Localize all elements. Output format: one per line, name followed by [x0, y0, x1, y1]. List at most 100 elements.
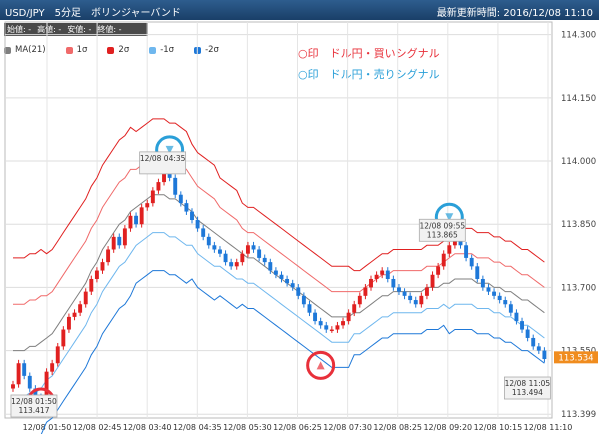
candle-body	[391, 278, 396, 288]
candle-body	[335, 325, 340, 330]
candle-body	[178, 194, 183, 204]
candle-body	[173, 177, 178, 195]
point-tooltip	[10, 394, 58, 418]
candle-body	[150, 190, 155, 204]
ohlc-low: 安値: -	[67, 25, 92, 34]
tooltip-time: 12/08 04:35	[140, 154, 186, 163]
candle-body	[234, 262, 239, 267]
band-minus-1sigma	[13, 232, 545, 398]
buy-signal-circle	[306, 350, 336, 380]
legend-swatch	[4, 46, 11, 54]
x-tick-label: 12/08 03:40	[123, 423, 172, 432]
candle-body	[542, 350, 547, 360]
candle-body	[94, 270, 99, 279]
sell-signal-arrow	[445, 213, 454, 222]
candle-body	[128, 215, 133, 229]
buy-signal-arrow	[316, 361, 325, 370]
ohlc-bar: 始値: - 高値: - 安値: - 終値: -	[4, 23, 148, 36]
candle-body	[55, 346, 60, 364]
candle-body	[531, 337, 536, 347]
candle-body	[89, 278, 94, 292]
candle-body	[514, 312, 519, 322]
candle-body	[162, 173, 166, 183]
updated-time: 最新更新時間: 2016/12/08 11:10	[436, 8, 593, 19]
candle-body	[408, 295, 413, 301]
candle-body	[324, 325, 329, 330]
point-tooltip	[418, 218, 466, 242]
candle-body	[497, 295, 502, 301]
candle-body	[72, 312, 77, 317]
candle-body	[296, 287, 301, 296]
candle-body	[44, 371, 49, 406]
chart-header: USD/JPY 5分足 ボリンジャーバンド 最新更新時間: 2016/12/08…	[0, 0, 599, 20]
candle-body	[508, 304, 513, 313]
candle-body	[212, 245, 217, 250]
tooltip-value: 113.865	[427, 230, 458, 239]
chart-title: USD/JPY 5分足 ボリンジャーバンド	[5, 8, 181, 19]
tooltip-value: 113.417	[18, 406, 49, 415]
candle-body	[257, 249, 262, 258]
band-plus-1sigma	[13, 156, 545, 305]
candle-body	[134, 215, 139, 225]
x-tick-label: 12/08 10:15	[474, 423, 523, 432]
x-tick-label: 12/08 07:30	[323, 423, 372, 432]
candle-body	[374, 274, 379, 279]
legend-item-ma[interactable]: MA(21)	[4, 44, 46, 56]
legend-item-2s[interactable]: 2σ	[107, 44, 129, 56]
candle-body	[156, 182, 161, 191]
candle-body	[117, 236, 122, 246]
tooltip-time: 12/08 09:55	[420, 221, 466, 230]
candle-body	[223, 253, 228, 263]
candle-body	[313, 312, 318, 322]
legend-item-m1s[interactable]: -1σ	[149, 44, 174, 56]
x-tick-label: 12/08 11:10	[524, 423, 573, 432]
candle-body	[268, 262, 273, 271]
candle-body	[100, 262, 105, 271]
y-tick-label: 113.399	[561, 410, 596, 420]
candle-body	[402, 291, 407, 296]
sell-signal-arrow	[165, 145, 174, 154]
candle-body	[22, 363, 27, 376]
candle-body	[503, 300, 508, 305]
candle-body	[525, 329, 530, 338]
y-tick-label: 113.850	[561, 220, 596, 230]
y-tick-label: 114.150	[561, 94, 596, 104]
candle-body	[184, 203, 189, 212]
x-tick-label: 12/08 09:20	[423, 423, 472, 432]
candle-body	[441, 253, 446, 267]
legend-swatch	[65, 46, 73, 54]
candle-body	[61, 329, 66, 347]
candle-body	[424, 287, 429, 296]
candle-body	[447, 245, 452, 254]
legend-item-1s[interactable]: 1σ	[65, 44, 87, 56]
signal-legend: ○印 ドル円・買いシグナル ○印 ドル円・売りシグナル	[298, 43, 440, 85]
point-tooltip	[139, 151, 187, 175]
candle-body	[195, 220, 200, 229]
candle-body	[218, 249, 222, 254]
candle-body	[419, 295, 424, 305]
candle-body	[413, 300, 418, 305]
candle-body	[536, 346, 541, 351]
candle-body	[245, 245, 250, 254]
candle-body	[111, 236, 116, 250]
candle-body	[397, 287, 401, 292]
candle-body	[520, 321, 524, 330]
candle-body	[27, 375, 32, 389]
candle-body	[346, 312, 351, 322]
candle-body	[50, 363, 55, 372]
sell-signal-label: ○印 ドル円・売りシグナル	[298, 68, 440, 81]
candle-body	[201, 228, 206, 237]
buy-signal-label: ○印 ドル円・買いシグナル	[298, 47, 440, 60]
candle-body	[385, 270, 390, 279]
candle-body	[357, 295, 362, 305]
candle-body	[341, 321, 345, 326]
y-tick-label: 113.700	[561, 283, 596, 293]
candle-body	[273, 270, 278, 275]
candle-body	[464, 245, 469, 258]
candle-body	[145, 203, 150, 208]
x-tick-label: 12/08 05:30	[223, 423, 272, 432]
candle-body	[262, 257, 267, 263]
ma21-line	[13, 194, 545, 352]
y-tick-label: 114.300	[561, 31, 596, 41]
plot-frame	[4, 21, 553, 419]
